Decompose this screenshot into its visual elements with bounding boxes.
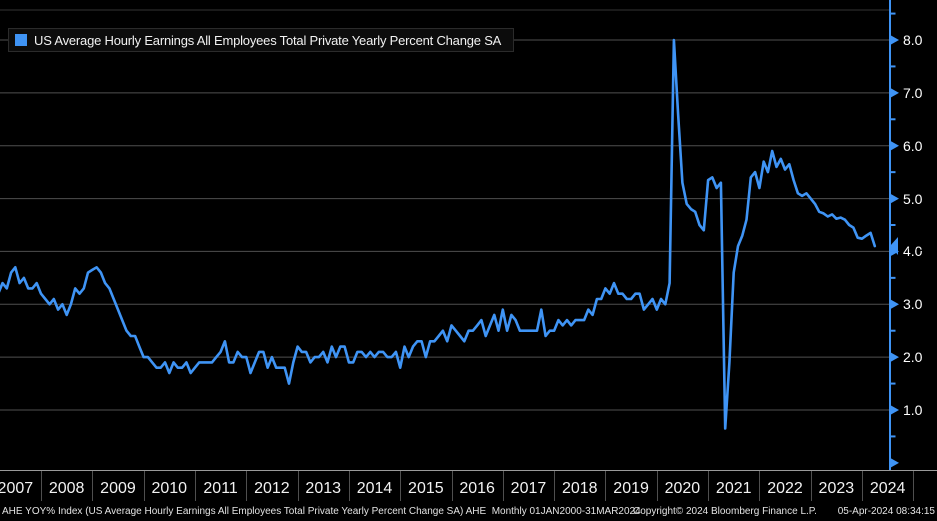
y-axis-major-tick-icon: [891, 88, 899, 98]
x-axis-year-label: 2021: [715, 480, 752, 497]
y-axis-tick-label: 2.0: [903, 349, 923, 366]
x-axis-year-separator: [297, 471, 299, 501]
y-axis-major-tick-icon: [891, 194, 899, 204]
x-axis-year-separator: [246, 471, 248, 501]
x-axis-year-separator: [194, 471, 196, 501]
x-axis-year-separator: [913, 471, 915, 501]
x-axis-year-label: 2007: [0, 480, 34, 497]
x-axis-year-label: 2024: [869, 480, 906, 497]
x-axis-year-label: 2014: [356, 480, 393, 497]
series-swatch-icon: [15, 34, 27, 46]
footer-source-text: AHE YOY% Index (US Average Hourly Earnin…: [2, 506, 641, 517]
x-axis-year-label: 2015: [408, 480, 444, 497]
x-axis-year-label: 2020: [664, 480, 701, 497]
y-axis-tick-label: 7.0: [903, 84, 923, 101]
x-axis-year-separator: [92, 471, 94, 501]
x-axis-year-separator: [708, 471, 710, 501]
x-axis-year-label: 2016: [459, 480, 495, 497]
series-line: [0, 38, 877, 430]
x-axis-year-separator: [554, 471, 556, 501]
y-axis-major-tick-icon: [891, 352, 899, 362]
x-axis-year-label: 2013: [305, 480, 342, 497]
footer-copyright: Copyright© 2024 Bloomberg Finance L.P.: [633, 506, 817, 517]
x-axis-year-label: 2022: [767, 480, 803, 497]
x-axis-year-label: 2011: [203, 480, 238, 497]
x-axis-year-separator: [605, 471, 607, 501]
x-axis-year-label: 2019: [613, 480, 649, 497]
x-axis-year-separator: [656, 471, 658, 501]
x-axis-year-label: 2012: [254, 480, 290, 497]
y-axis-major-tick-icon: [891, 299, 899, 309]
y-axis-major-tick-icon: [891, 405, 899, 415]
y-axis-tick-label: 4.0: [903, 243, 923, 260]
y-axis-tick-label: 5.0: [903, 190, 923, 207]
x-axis-year-label: 2017: [510, 480, 547, 497]
x-axis-year-separator: [759, 471, 761, 501]
x-axis-year-separator: [502, 471, 504, 501]
y-axis-tick-label: 8.0: [903, 32, 923, 48]
y-axis-tick-label: 6.0: [903, 137, 923, 154]
x-axis-year-separator: [143, 471, 145, 501]
footer: AHE YOY% Index (US Average Hourly Earnin…: [0, 504, 937, 521]
x-axis-year-separator: [400, 471, 402, 501]
x-axis-year-label: 2010: [151, 480, 188, 497]
x-axis-year-label: 2008: [48, 480, 85, 497]
x-axis-year-separator: [348, 471, 350, 501]
x-axis-year-separator: [41, 471, 42, 501]
tag-arrow-icon: [890, 236, 898, 255]
x-axis-year-label: 2023: [818, 480, 855, 497]
y-axis-tick-label: 3.0: [903, 296, 923, 313]
x-axis-year-separator: [451, 471, 453, 501]
legend[interactable]: US Average Hourly Earnings All Employees…: [8, 28, 515, 52]
legend-label: US Average Hourly Earnings All Employees…: [34, 32, 502, 48]
y-axis-major-tick-icon: [891, 35, 899, 45]
x-axis-year-label: 2009: [100, 480, 136, 497]
x-axis[interactable]: 2007 2008 2009 2010 2011 2012 2013 2014 2015 2016…: [0, 470, 937, 503]
x-axis-year-separator: [810, 471, 812, 501]
y-axis-major-tick-icon: [891, 458, 899, 468]
footer-timestamp: 05-Apr-2024 08:34:15: [837, 506, 935, 517]
y-axis-major-tick-icon: [891, 141, 899, 151]
last-price-tag: 4.1: [890, 236, 937, 256]
last-price-value: 4.1: [908, 238, 927, 254]
x-axis-year-label: 2018: [561, 480, 598, 497]
y-axis-tick-label: 1.0: [903, 401, 923, 418]
x-axis-year-separator: [862, 471, 863, 501]
